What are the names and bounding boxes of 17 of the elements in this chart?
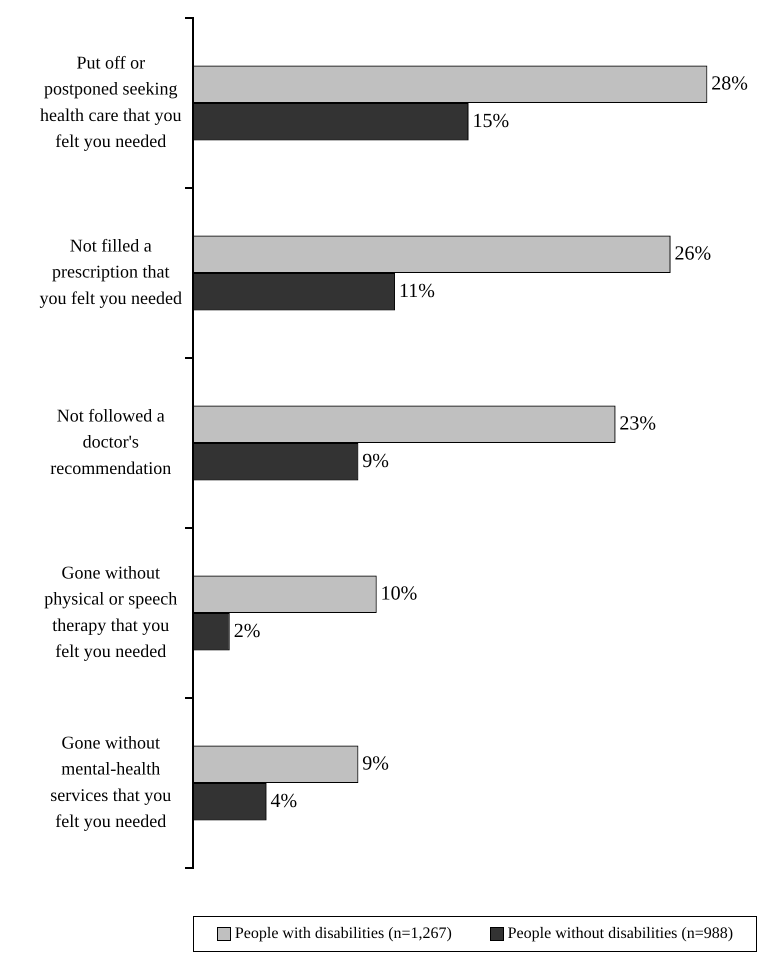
y-tick-label: Not filled a prescription that you felt you needed bbox=[40, 236, 182, 308]
y-tick-label: Gone without mental-health services that you felt you needed bbox=[50, 732, 172, 831]
y-tick-label: Gone without physical or speech therapy that you felt you needed bbox=[44, 562, 178, 661]
data-label: 4% bbox=[270, 790, 298, 812]
data-label: 10% bbox=[380, 582, 418, 605]
data-label: 26% bbox=[674, 242, 712, 265]
data-label: 11% bbox=[399, 280, 435, 302]
data-label: 15% bbox=[472, 110, 510, 132]
data-label: 23% bbox=[619, 412, 656, 435]
data-label: 2% bbox=[234, 620, 260, 642]
data-label: 9% bbox=[362, 752, 389, 775]
legend-label: People with disabilities (n=1,267) bbox=[234, 925, 452, 943]
data-label: 28% bbox=[711, 72, 748, 95]
y-tick-label: Put off or postponed seeking health care that you felt you needed bbox=[40, 52, 182, 151]
legend-label: People without disabilities (n=988) bbox=[508, 925, 734, 943]
y-tick-label: Not followed a doctor's recommendation bbox=[50, 406, 172, 478]
data-label: 9% bbox=[362, 450, 389, 472]
